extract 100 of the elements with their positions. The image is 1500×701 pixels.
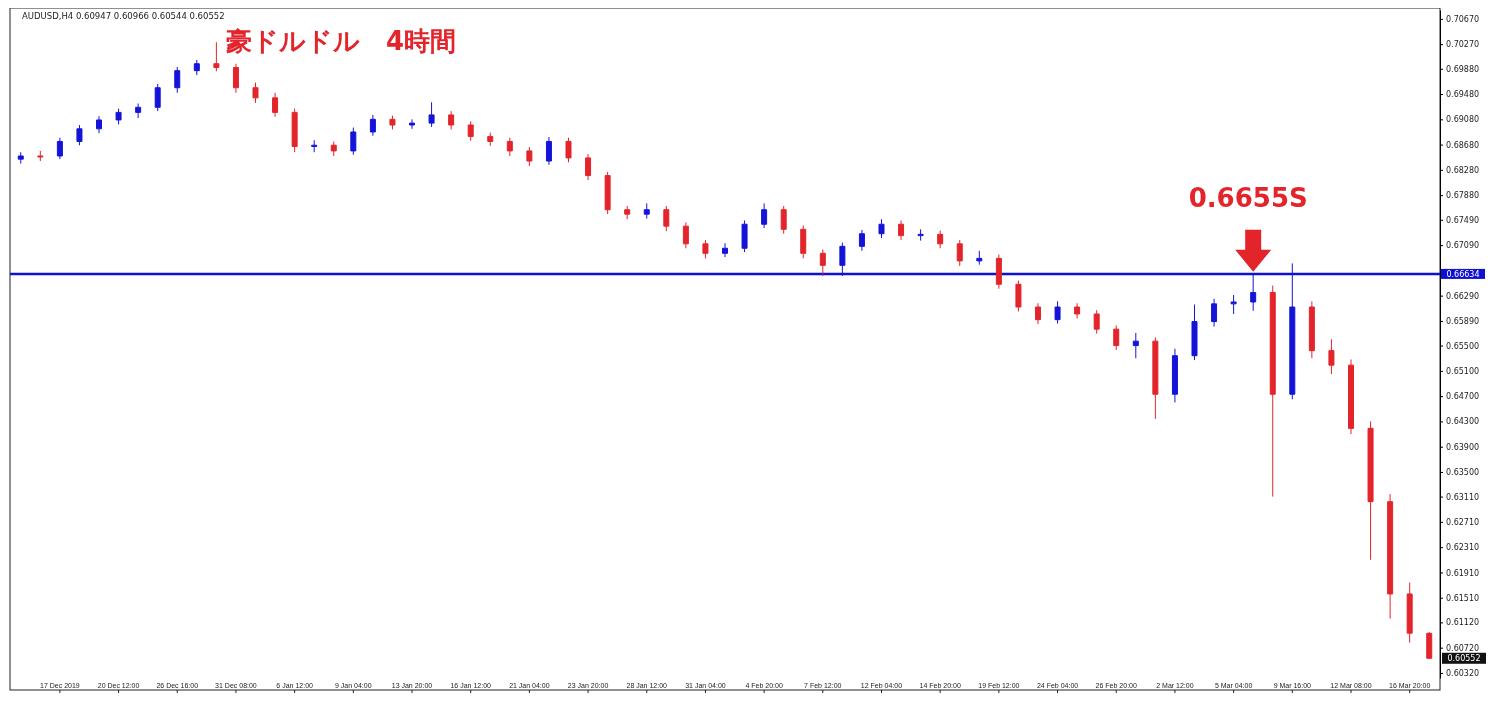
- candlestick: [467, 120, 474, 142]
- candlestick: [917, 228, 924, 242]
- candlestick: [1387, 493, 1394, 620]
- candlestick: [1171, 348, 1178, 403]
- candlestick: [96, 115, 103, 134]
- candlestick: [311, 139, 318, 153]
- candlestick: [1074, 302, 1081, 319]
- text: 0.60552: [1447, 654, 1481, 664]
- candlestick: [1269, 285, 1276, 498]
- text: 豪ドルドル 4時間: [226, 26, 457, 56]
- candlestick: [545, 136, 552, 166]
- candlestick: [1113, 324, 1120, 351]
- candlestick: [937, 230, 944, 249]
- y-tick-label: 0.61510: [1446, 593, 1480, 603]
- candlestick: [1328, 338, 1335, 375]
- y-tick-label: 0.64300: [1446, 417, 1480, 427]
- candlestick: [1132, 332, 1139, 359]
- candlestick: [291, 108, 298, 153]
- candlestick: [1367, 420, 1374, 561]
- candlestick: [585, 153, 592, 181]
- candlestick: [76, 124, 83, 146]
- y-tick-label: 0.68280: [1446, 165, 1480, 175]
- candlestick: [761, 202, 768, 229]
- candlestick: [1426, 631, 1433, 660]
- candlestick: [1152, 336, 1159, 420]
- candlestick: [663, 205, 670, 232]
- candlestick: [389, 115, 396, 130]
- y-tick-label: 0.66290: [1446, 291, 1480, 301]
- candlestick: [643, 202, 650, 220]
- candlestick: [780, 205, 787, 235]
- candlestick: [330, 140, 337, 157]
- candlestick: [1054, 300, 1061, 324]
- y-tick-label: 0.68680: [1446, 140, 1480, 150]
- candlestick: [154, 83, 161, 112]
- candlestick: [1347, 358, 1354, 435]
- candlestick: [1093, 309, 1100, 335]
- annotation: 0.6655S: [1188, 182, 1308, 213]
- candlestick: [1015, 279, 1022, 312]
- candlestick: [995, 254, 1002, 290]
- y-tick-label: 0.67880: [1446, 191, 1480, 201]
- candlestick: [898, 219, 905, 241]
- candlestick: [506, 137, 513, 157]
- y-tick-label: 0.63500: [1446, 468, 1480, 478]
- y-tick-label: 0.69880: [1446, 64, 1480, 74]
- y-tick-label: 0.67090: [1446, 241, 1480, 251]
- candlestick: [174, 66, 181, 94]
- y-tick-label: 0.67490: [1446, 215, 1480, 225]
- candlestick: [526, 146, 533, 167]
- candlestick: [272, 92, 279, 118]
- candlestick: [232, 63, 239, 94]
- candlestick: [819, 249, 826, 277]
- candlestick: [1191, 304, 1198, 361]
- y-tick-label: 0.69080: [1446, 115, 1480, 125]
- candlestick: [800, 225, 807, 259]
- y-tick-label: 0.65500: [1446, 341, 1480, 351]
- y-tick-label: 0.60320: [1446, 669, 1480, 678]
- y-tick-label: 0.64700: [1446, 392, 1480, 402]
- y-tick-label: 0.65100: [1446, 366, 1480, 376]
- candlestick: [428, 101, 435, 128]
- candlestick: [487, 132, 494, 147]
- candlestick: [956, 239, 963, 267]
- candlestick: [624, 205, 631, 220]
- y-tick-label: 0.65890: [1446, 316, 1480, 326]
- y-tick-label: 0.63110: [1446, 492, 1480, 502]
- candlestick: [604, 171, 611, 215]
- candlestick: [17, 151, 24, 165]
- candlestick: [1211, 298, 1218, 328]
- candlestick: [722, 242, 728, 258]
- candlestick: [37, 150, 44, 162]
- annotation: AUDUSD,H4 0.60947 0.60966 0.60544 0.60552: [22, 11, 225, 21]
- candlestick: [448, 110, 455, 130]
- candlestick: [56, 137, 63, 160]
- y-tick-label: 0.62310: [1446, 543, 1480, 553]
- candlestick: [741, 219, 748, 253]
- candlestick: [878, 218, 885, 239]
- candlestick: [1406, 582, 1413, 644]
- candlestick: [409, 118, 415, 130]
- candlestick: [565, 137, 572, 163]
- candlestick: [350, 127, 357, 156]
- candlestick: [1230, 294, 1237, 315]
- candlestick: [252, 82, 259, 104]
- candlestick: [1308, 300, 1315, 359]
- y-tick-label: 0.61120: [1446, 618, 1480, 628]
- candlestick: [702, 239, 709, 259]
- candlestick: [213, 41, 220, 72]
- y-tick-label: 0.63900: [1446, 442, 1480, 452]
- candlestick: [193, 59, 200, 76]
- candlestick: [369, 114, 376, 137]
- y-tick-label: 0.69480: [1446, 90, 1480, 100]
- y-tick-label: 0.60720: [1446, 643, 1480, 653]
- ref-line-label: 0.66634: [1446, 269, 1480, 279]
- y-tick-label: 0.61910: [1446, 568, 1480, 578]
- candlestick: [135, 103, 142, 119]
- candlestick: [976, 250, 983, 266]
- candlestick: [858, 229, 865, 252]
- y-tick-label: 0.70270: [1446, 40, 1480, 50]
- y-tick-label: 0.62710: [1446, 517, 1480, 527]
- candlestick: [1035, 302, 1041, 325]
- y-tick-label: 0.70670: [1446, 14, 1480, 24]
- candlestick: [115, 108, 122, 125]
